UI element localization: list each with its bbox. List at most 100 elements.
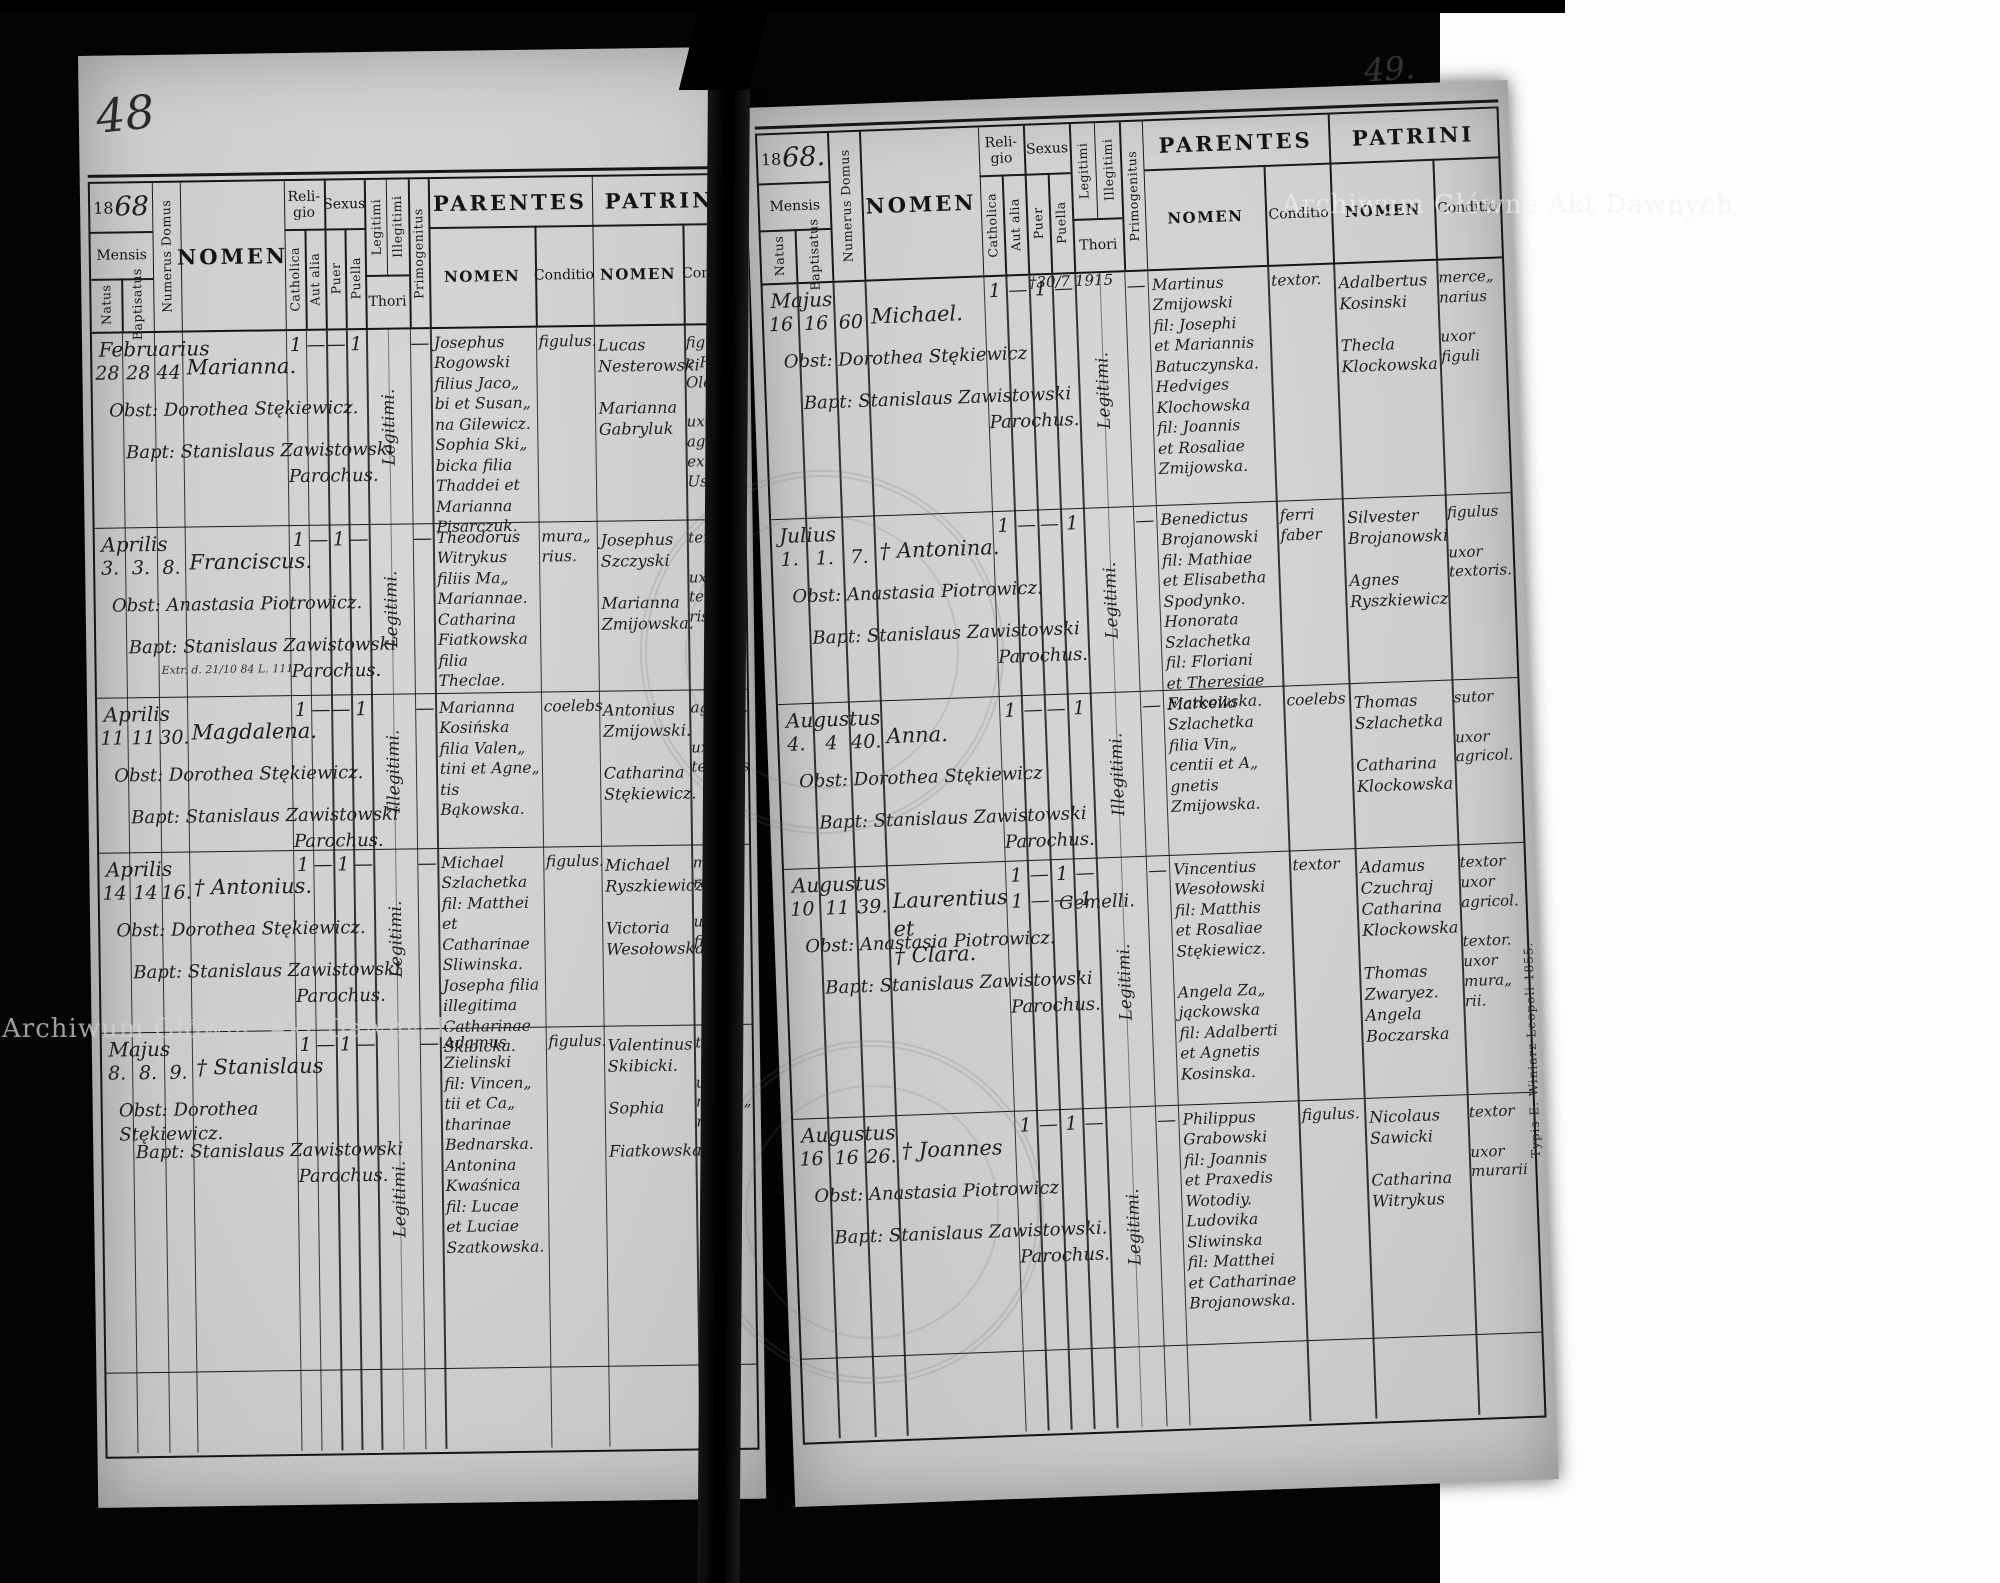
baptisatus-day-cell: 16 bbox=[803, 312, 829, 335]
parents-condition: coelebs bbox=[1286, 689, 1346, 710]
mark-primogenitus: — bbox=[415, 697, 435, 720]
natus-day-cell: 28 bbox=[95, 362, 120, 385]
godparents-names: Thomas Szlachetka Catharina Klockowska bbox=[1353, 690, 1454, 797]
baptisatus-header: Baptisatus bbox=[129, 268, 146, 341]
mark-primogenitus: — bbox=[1141, 694, 1162, 717]
table-header-left: 18 68 Mensis Natus Baptisatus Numerus Dom… bbox=[89, 174, 742, 341]
legitimacy-cell: Legitimi. bbox=[389, 1160, 411, 1238]
natus-day-cell: 3. bbox=[100, 557, 120, 580]
puella-header: Puella bbox=[347, 256, 364, 300]
baptisatus-day-cell: 11 bbox=[825, 896, 851, 920]
natus-day-cell: 8. bbox=[107, 1062, 127, 1085]
legitimacy-cell: Legitimi. bbox=[1092, 351, 1115, 429]
parents-condition: figulus. bbox=[545, 851, 605, 871]
mark-puella: 1 bbox=[355, 698, 368, 721]
house-number-cell: 60 bbox=[838, 310, 864, 334]
baptisatus-day-cell: 14 bbox=[133, 881, 158, 905]
mark-puer: 1 bbox=[1034, 278, 1048, 301]
godparents-names: Nicolaus Sawicki Catharina Witrykus bbox=[1368, 1105, 1453, 1212]
patrini-header: PATRINI bbox=[1351, 120, 1475, 151]
mark-puer: 1 bbox=[332, 528, 346, 551]
religio-header: Reli-gio bbox=[287, 188, 321, 222]
mark-puella: 1 bbox=[350, 333, 363, 356]
mark-catholica: 1 bbox=[1009, 864, 1023, 887]
mark-puella: — bbox=[1075, 861, 1095, 885]
parents-condition: figulus. bbox=[1301, 1104, 1361, 1125]
godparents-names: Adalbertus Kosinski Thecla Klockowska bbox=[1338, 270, 1439, 377]
parents-names: Marianna Kosińska filia Valen„ tini et A… bbox=[438, 697, 540, 820]
mark-primogenitus: — bbox=[417, 852, 437, 875]
parents-names: Theodorus Witrykus filiis Ma„ Mariannae.… bbox=[436, 527, 528, 691]
scan-edge-strip bbox=[0, 0, 1565, 13]
archive-watermark-bottom: Archiwum Główne Akt Dawnych bbox=[2, 1014, 454, 1044]
parents-condition: textor bbox=[1292, 854, 1340, 875]
godparents-condition: textor uxor murarii bbox=[1468, 1101, 1529, 1181]
mark-catholica: 1 bbox=[294, 698, 308, 722]
mark-catholica: 1 bbox=[997, 514, 1010, 537]
parents-names: Adamus Zielinski fil: Vincen„ tii et Ca„… bbox=[443, 1033, 545, 1257]
mark-aut-alia: — bbox=[311, 698, 331, 721]
natus-day-cell: 10 bbox=[789, 897, 815, 921]
mark-puer: 1 bbox=[1064, 1112, 1078, 1135]
aut-alia-header: Aut alia bbox=[307, 252, 323, 306]
mark-aut-alia: — bbox=[309, 528, 329, 551]
register-row: Majus 8. 8. 9. † Stanislaus Obst: Doroth… bbox=[101, 1024, 757, 1374]
year-cell: 18 68. bbox=[760, 141, 826, 174]
legitimacy-cell: Legitimi. bbox=[1099, 561, 1123, 639]
mark-catholica: 1 bbox=[289, 333, 303, 357]
mark-primogenitus: — bbox=[413, 527, 433, 550]
mark-puer: — bbox=[1039, 512, 1060, 536]
natus-header: Natus bbox=[98, 284, 115, 326]
godparents-condition: figulus uxor textoris. bbox=[1446, 501, 1513, 581]
natus-header: Natus bbox=[770, 235, 787, 277]
page-number-left: 48 bbox=[93, 84, 158, 144]
parentes-header: PARENTES bbox=[432, 188, 588, 216]
register-row: Februarius 28 28 44 Marianna. Obst: Doro… bbox=[91, 324, 757, 536]
parents-names: Philippus Grabowski fil: Joannis et Prax… bbox=[1182, 1107, 1297, 1313]
mark-catholica: 1 bbox=[988, 279, 1002, 303]
archive-watermark-top: Archiwum Główne Akt Dawnych bbox=[1282, 190, 1734, 220]
catholica-header: Catholica bbox=[286, 246, 303, 312]
mark2-catholica: 1 bbox=[1010, 890, 1024, 913]
legitimacy-cell: Legitimi. bbox=[385, 900, 407, 978]
parents-condition: coelebs bbox=[543, 696, 603, 716]
mark-puer: — bbox=[1046, 697, 1066, 721]
mark-aut-alia: — bbox=[1007, 278, 1028, 302]
baptisatus-day-cell: 28 bbox=[126, 362, 151, 385]
mark-aut-alia: — bbox=[313, 853, 333, 876]
house-number-cell: 16. bbox=[161, 881, 192, 904]
mark-aut-alia: — bbox=[1023, 698, 1044, 722]
mark2-puer: — bbox=[1053, 888, 1073, 912]
parents-condition: textor. bbox=[1270, 269, 1322, 290]
godparents-names: Michael Ryszkiewicz Victoria Wesołowska. bbox=[604, 854, 710, 960]
legitimacy-cell: Illegitimi. bbox=[1106, 732, 1130, 817]
godparents-condition: textor uxor agricol. textor. uxor mura„ … bbox=[1459, 851, 1519, 1010]
house-number-cell: 8. bbox=[162, 556, 181, 579]
sexus-header: Sexus bbox=[323, 196, 366, 213]
baptisatus-day-cell: 3. bbox=[131, 557, 151, 580]
godparents-names: Adamus Czuchraj Catharina Klockowska Tho… bbox=[1359, 855, 1459, 1046]
parents-names: Benedictus Brojanowski fil: Mathiae et E… bbox=[1160, 507, 1267, 713]
mark-aut-alia: — bbox=[1038, 1113, 1059, 1136]
sexus-header: Sexus bbox=[1025, 140, 1069, 158]
legitimacy-cell: Legitimi. bbox=[1122, 1188, 1146, 1266]
mark-aut-alia: — bbox=[1029, 863, 1050, 887]
legitimacy-cell: Illegitimi. bbox=[383, 729, 405, 814]
house-number-cell: 44 bbox=[156, 361, 182, 384]
mark-aut-alia: — bbox=[306, 333, 326, 356]
mark-primogenitus: — bbox=[410, 332, 430, 355]
godparents-names: Silvester Brojanowski Agnes Ryszkiewicz bbox=[1346, 505, 1449, 612]
legitimacy-cell: Legitimi. bbox=[378, 388, 400, 466]
natus-day-cell: 11 bbox=[100, 727, 125, 750]
baptisatus-day-cell: 8. bbox=[138, 1061, 158, 1085]
parents-condition: figulus. bbox=[548, 1031, 607, 1051]
parents-names: Marcella Szlachetka filia Vin„ centii et… bbox=[1167, 693, 1261, 817]
mark-puer: 1 bbox=[1055, 862, 1069, 886]
register-row: Aprilis 14 14 16. † Antonius. Obst: Doro… bbox=[99, 844, 752, 1056]
mark-puella: — bbox=[353, 852, 374, 876]
mark2-puella: 1 bbox=[1079, 887, 1093, 911]
mark-puella: 1 bbox=[1065, 512, 1079, 535]
page-number-right: 49. bbox=[1362, 48, 1417, 90]
natus-day-cell: 14 bbox=[102, 882, 127, 905]
